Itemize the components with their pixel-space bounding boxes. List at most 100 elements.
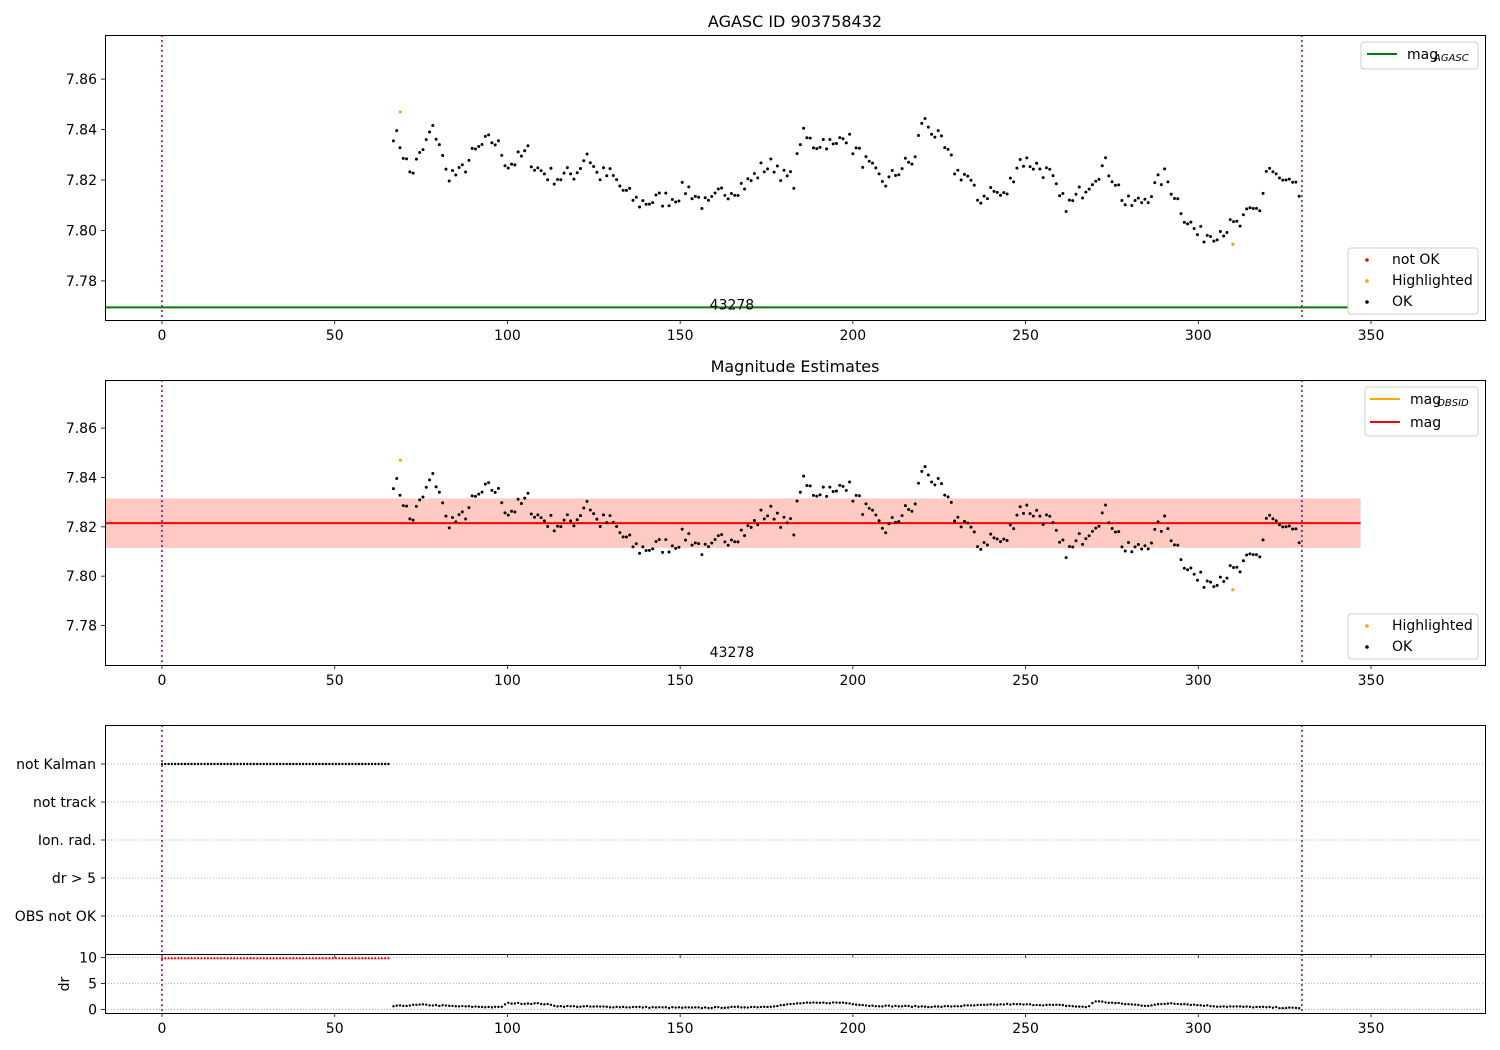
ok-point — [916, 134, 920, 138]
ok-point — [687, 532, 691, 536]
dr-point — [448, 1004, 451, 1008]
dr-point — [740, 1006, 743, 1009]
ok-point — [506, 166, 510, 170]
dr-point — [1045, 1003, 1048, 1007]
dr-point — [408, 1004, 412, 1007]
ok-point — [542, 519, 546, 523]
ok-point — [624, 535, 628, 539]
ok-point — [1097, 177, 1101, 181]
ok-point — [483, 482, 487, 486]
ok-point — [877, 519, 881, 523]
ok-point — [1281, 178, 1285, 182]
ok-point — [598, 524, 602, 528]
dr-clipped-marker — [285, 956, 289, 960]
ok-point — [638, 551, 642, 555]
ok-point — [1156, 173, 1160, 177]
ok-point — [1067, 198, 1071, 202]
dr-point — [782, 1003, 786, 1007]
dr-point — [789, 1002, 792, 1006]
ok-point — [414, 504, 418, 508]
dr-point — [464, 1005, 467, 1008]
ok-point — [526, 491, 530, 495]
dr-point — [851, 1003, 855, 1006]
ok-point — [562, 518, 566, 522]
magnitude-legend-top[interactable]: mag OBSID mag — [1364, 386, 1479, 437]
dr-point — [828, 1002, 832, 1005]
agasc-legend-bottom[interactable]: not OK Highlighted OK — [1347, 247, 1479, 315]
ok-point — [1163, 514, 1167, 518]
ok-point — [871, 508, 875, 512]
flag-label: not track — [33, 795, 97, 811]
dr-point — [667, 1006, 671, 1010]
dr-clipped-marker — [314, 956, 318, 960]
ok-point — [772, 170, 776, 174]
dr-clipped-marker — [311, 956, 315, 960]
dr-clipped-marker — [170, 956, 174, 960]
ok-point — [549, 513, 553, 517]
dr-clipped-marker — [298, 956, 302, 960]
ok-point — [1008, 523, 1012, 527]
ok-point — [880, 180, 884, 184]
ok-point — [871, 161, 875, 165]
ok-point — [831, 142, 835, 146]
dr-point — [808, 1001, 812, 1004]
ok-point — [391, 487, 395, 491]
ok-point — [1058, 194, 1062, 198]
dr-point — [766, 1005, 769, 1009]
ok-point — [752, 172, 756, 176]
dr-point — [1009, 1003, 1012, 1006]
dr-clipped-marker — [259, 956, 262, 960]
ok-point — [533, 168, 537, 172]
dr-point — [1199, 1004, 1202, 1007]
magnitude-legend-bottom[interactable]: Highlighted OK — [1347, 613, 1479, 660]
flag-point — [190, 762, 193, 766]
ok-point — [1232, 566, 1236, 570]
ok-point — [897, 173, 901, 177]
dr-clipped-marker — [380, 956, 384, 960]
ok-point — [1038, 167, 1042, 171]
flag-point — [252, 762, 256, 766]
dr-clipped-marker — [272, 956, 275, 960]
dr-clipped-marker — [364, 956, 367, 960]
ok-point — [1140, 201, 1144, 205]
dr-point — [569, 1005, 572, 1008]
flag-point — [249, 762, 252, 766]
dr-point — [1078, 1005, 1081, 1008]
ok-point — [395, 129, 399, 133]
ok-point — [920, 121, 924, 125]
ok-point — [1202, 585, 1206, 589]
mag-agasc-legend-sub: AGASC — [1433, 53, 1469, 64]
dr-point — [1229, 1005, 1232, 1008]
x-tick-label: 150 — [667, 328, 694, 344]
x-tick-label: 100 — [494, 673, 521, 689]
ok-point — [1205, 233, 1209, 237]
ok-point — [749, 179, 753, 183]
dr-point — [982, 1003, 986, 1006]
ok-point — [1090, 529, 1094, 533]
ok-point — [1028, 165, 1032, 169]
flag-point — [177, 762, 180, 766]
ok-point — [631, 198, 635, 202]
dr-point — [592, 1005, 595, 1008]
flag-point — [173, 762, 177, 766]
agasc-legend-top[interactable]: mag AGASC — [1360, 41, 1479, 70]
ok-point — [792, 533, 796, 537]
ok-point — [789, 517, 793, 521]
ok-point — [1035, 161, 1039, 165]
dr-point — [1015, 1003, 1019, 1006]
ok-point — [667, 204, 671, 208]
flag-point — [170, 762, 174, 766]
ok-point — [1235, 565, 1239, 569]
agasc-obsid-label: 43278 — [710, 297, 755, 313]
ok-point — [519, 154, 523, 158]
dr-point — [1035, 1003, 1038, 1007]
ok-point — [470, 146, 474, 150]
ok-point — [582, 506, 586, 510]
flag-point — [318, 762, 321, 766]
dr-point — [959, 1005, 963, 1008]
ok-point — [1005, 192, 1009, 196]
ok-point — [539, 169, 543, 173]
ok-point — [926, 125, 930, 129]
ok-point — [985, 543, 989, 547]
ok-point — [779, 525, 783, 529]
